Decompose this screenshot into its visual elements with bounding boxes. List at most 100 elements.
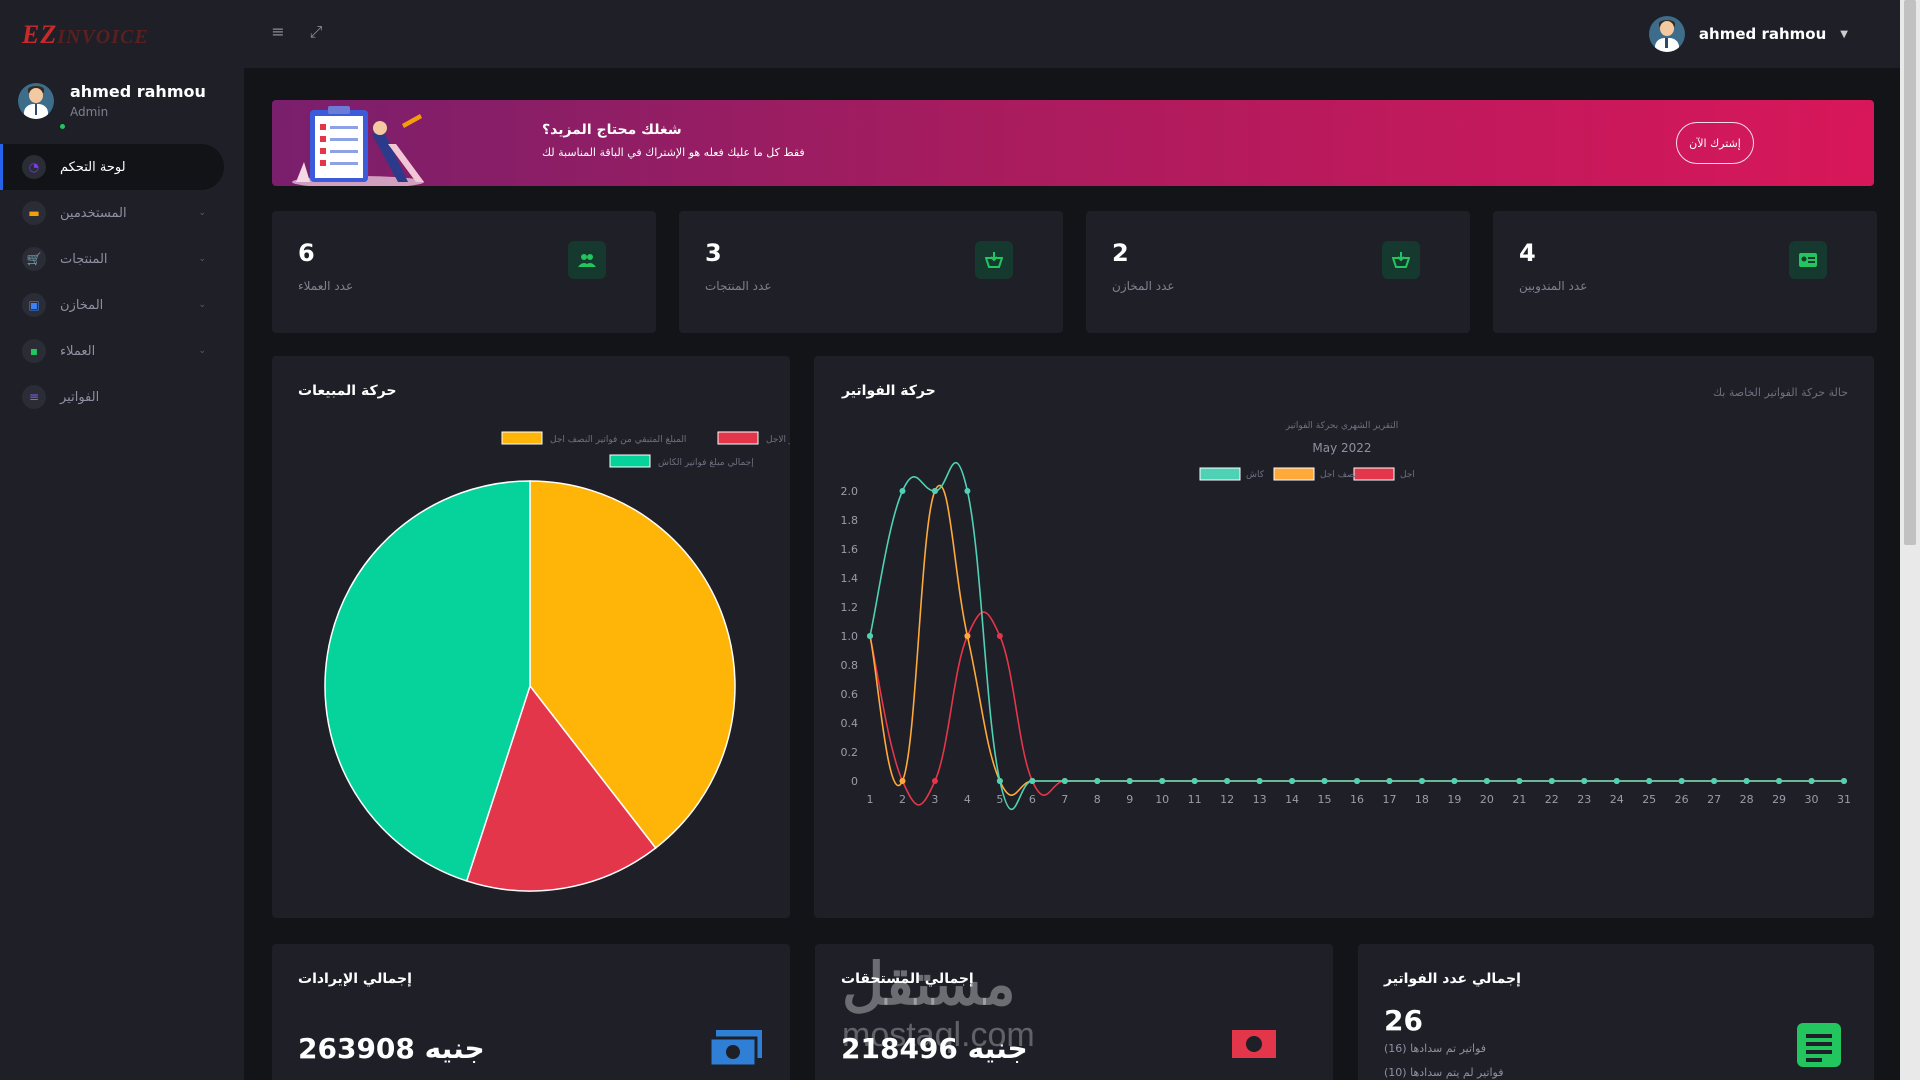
expand-icon[interactable]: ⤢ <box>309 22 323 41</box>
y-tick-label: 0.4 <box>841 717 859 730</box>
online-status-dot <box>58 122 67 131</box>
series-2-point-26 <box>1678 778 1685 784</box>
x-tick-label: 6 <box>1029 793 1036 806</box>
sidebar-item-label: العملاء <box>60 343 96 359</box>
money-icon <box>708 1030 762 1068</box>
sidebar-item-4[interactable]: ▪ العملاء ⌄ <box>0 328 244 374</box>
series-2-point-16 <box>1354 778 1360 784</box>
avatar <box>18 82 54 119</box>
y-tick-label: 1.2 <box>841 601 859 614</box>
sidebar-menu: ◔ لوحة التحكم ▬ المستخدمين ⌄ 🛒 المنتجات ⌄ ▣ المخا… <box>0 144 244 420</box>
revenue-card: إجمالي الإيرادات 263908 جنيه <box>272 944 790 1080</box>
sidebar-item-3[interactable]: ▣ المخازن ⌄ <box>0 282 244 328</box>
sales-panel-title: حركة المبيعات <box>298 383 397 399</box>
series-2-point-31 <box>1841 778 1847 784</box>
sidebar-item-0[interactable]: ◔ لوحة التحكم <box>0 144 224 190</box>
sidebar-item-5[interactable]: ≡ الفواتير <box>0 374 244 420</box>
stat-card-clients: 6 عدد العملاء <box>272 211 656 333</box>
legend-swatch <box>609 454 651 468</box>
series-0-point-3 <box>931 778 938 784</box>
series-2-point-24 <box>1613 778 1620 784</box>
subscribe-button[interactable]: إشترك الآن <box>1676 122 1754 164</box>
series-1-point-4 <box>964 633 971 639</box>
series-2-point-13 <box>1256 778 1263 784</box>
x-tick-label: 24 <box>1610 793 1624 806</box>
stat-value: 2 <box>1112 239 1129 267</box>
legend-swatch <box>717 431 759 445</box>
users-icon <box>568 241 606 279</box>
series-2-point-1 <box>867 633 873 639</box>
x-tick-label: 30 <box>1805 793 1819 806</box>
y-tick-label: 0 <box>851 775 858 788</box>
top-bar: EZINVOICE ≡ ⤢ ahmed rahmou ▼ <box>0 0 1900 68</box>
dues-value: 218496 جنيه <box>841 1032 1028 1065</box>
sidebar: ahmed rahmou Admin ◔ لوحة التحكم ▬ المستخدم… <box>0 68 244 1080</box>
scrollbar[interactable] <box>1900 0 1920 1080</box>
x-tick-label: 20 <box>1480 793 1494 806</box>
chart-subtitle: May 2022 <box>1312 441 1371 455</box>
pie-slice-0[interactable] <box>529 480 736 850</box>
stat-value: 6 <box>298 239 315 267</box>
pie-slice-2[interactable] <box>324 480 531 882</box>
invoices-line-chart: التقرير الشهري بحركة الفواتير May 2022 اجل… <box>841 421 1851 811</box>
user-menu[interactable]: ahmed rahmou ▼ <box>1648 16 1848 52</box>
chevron-down-icon: ⌄ <box>198 300 206 310</box>
x-tick-label: 21 <box>1512 793 1526 806</box>
scrollbar-thumb[interactable] <box>1904 0 1916 545</box>
series-line-0 <box>869 611 1844 806</box>
stat-card-agents: 4 عدد المندوبين <box>1493 211 1877 333</box>
sidebar-item-1[interactable]: ▬ المستخدمين ⌄ <box>0 190 244 236</box>
banner-subtitle: فقط كل ما عليك فعله هو الإشتراك في الباق… <box>542 146 805 159</box>
sidebar-item-2[interactable]: 🛒 المنتجات ⌄ <box>0 236 244 282</box>
unpaid-invoices-line: (10) فواتير لم يتم سدادها <box>1384 1066 1504 1079</box>
sidebar-item-label: الفواتير <box>60 389 100 405</box>
x-tick-label: 12 <box>1220 793 1234 806</box>
invoices-panel-title: حركة الفواتير <box>842 383 936 399</box>
series-2-point-20 <box>1483 778 1490 784</box>
sidebar-user-role: Admin <box>70 105 109 119</box>
x-tick-label: 11 <box>1188 793 1202 806</box>
chart-title: التقرير الشهري بحركة الفواتير <box>1285 421 1398 431</box>
x-tick-label: 10 <box>1155 793 1169 806</box>
chevron-down-icon: ⌄ <box>198 346 206 356</box>
series-line-2 <box>869 461 1844 811</box>
x-tick-label: 2 <box>899 793 906 806</box>
cart-icon: 🛒 <box>22 247 46 271</box>
chevron-down-icon: ⌄ <box>198 208 206 218</box>
series-2-point-11 <box>1191 778 1198 784</box>
stat-label: عدد العملاء <box>298 279 354 293</box>
series-2-point-14 <box>1289 778 1296 784</box>
stat-label: عدد المنتجات <box>705 279 772 293</box>
menu-icon[interactable]: ≡ <box>271 22 285 41</box>
stat-label: عدد المندوبين <box>1519 279 1588 293</box>
series-2-point-29 <box>1776 778 1783 784</box>
series-line-1 <box>869 484 1844 796</box>
series-2-point-27 <box>1711 778 1718 784</box>
sidebar-user: ahmed rahmou Admin <box>18 82 206 131</box>
x-tick-label: 18 <box>1415 793 1429 806</box>
legend-label: نصف اجل <box>1320 470 1357 480</box>
x-tick-label: 29 <box>1772 793 1786 806</box>
watermark-arabic: مستقل <box>842 952 1016 1017</box>
x-tick-label: 8 <box>1094 793 1101 806</box>
stat-label: عدد المخازن <box>1112 279 1175 293</box>
banner-title: شغلك محتاج المزيد؟ <box>542 122 682 138</box>
sales-pie-chart: المبلغ المتبقي من فواتير النصف اجل المبلغ… <box>324 431 790 892</box>
x-tick-label: 14 <box>1285 793 1299 806</box>
y-tick-label: 0.6 <box>841 688 859 701</box>
x-tick-label: 22 <box>1545 793 1559 806</box>
x-tick-label: 16 <box>1350 793 1364 806</box>
x-tick-label: 17 <box>1382 793 1396 806</box>
x-tick-label: 25 <box>1642 793 1656 806</box>
app-logo[interactable]: EZINVOICE <box>22 20 149 49</box>
sidebar-item-label: المستخدمين <box>60 205 127 221</box>
series-2-point-19 <box>1451 778 1458 784</box>
avatar <box>1648 16 1685 52</box>
y-tick-label: 0.2 <box>841 746 859 759</box>
x-tick-label: 1 <box>867 793 874 806</box>
series-2-point-6 <box>1029 778 1036 784</box>
legend-label: اجل <box>1400 470 1415 480</box>
revenue-card-title: إجمالي الإيرادات <box>298 971 412 987</box>
x-tick-label: 28 <box>1740 793 1754 806</box>
stat-card-warehouses: 2 عدد المخازن <box>1086 211 1470 333</box>
